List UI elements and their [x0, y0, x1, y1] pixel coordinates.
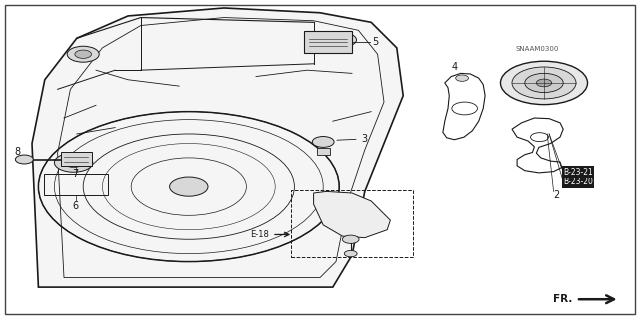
Bar [317, 148, 330, 155]
Polygon shape [32, 8, 403, 287]
Text: B-23-21: B-23-21 [563, 168, 593, 177]
Bar [44, 174, 108, 195]
Text: FR.: FR. [554, 294, 573, 304]
Circle shape [536, 79, 552, 87]
Text: E-18: E-18 [250, 230, 269, 239]
Circle shape [342, 235, 359, 243]
Circle shape [312, 137, 334, 147]
Text: 5: 5 [372, 37, 378, 47]
Circle shape [335, 36, 349, 43]
Circle shape [170, 177, 208, 196]
Circle shape [64, 158, 83, 167]
Circle shape [512, 67, 576, 99]
Text: 6: 6 [72, 201, 79, 211]
Text: 7: 7 [72, 169, 79, 179]
Bar [304, 31, 352, 53]
Circle shape [54, 153, 93, 172]
Circle shape [344, 250, 357, 257]
Text: 1: 1 [559, 68, 566, 78]
Text: 8: 8 [15, 146, 21, 157]
Polygon shape [314, 191, 390, 238]
Circle shape [500, 61, 588, 105]
Circle shape [525, 73, 563, 93]
Text: 4: 4 [451, 62, 458, 72]
Text: B-23-20: B-23-20 [563, 177, 593, 186]
Text: 2: 2 [554, 189, 560, 200]
Text: SNAAM0300: SNAAM0300 [516, 47, 559, 52]
Circle shape [456, 75, 468, 81]
Bar [291, 190, 413, 257]
Bar [61, 152, 92, 166]
Circle shape [67, 46, 99, 62]
Circle shape [15, 155, 33, 164]
Circle shape [328, 33, 356, 47]
Text: 3: 3 [337, 134, 368, 144]
Circle shape [75, 50, 92, 58]
